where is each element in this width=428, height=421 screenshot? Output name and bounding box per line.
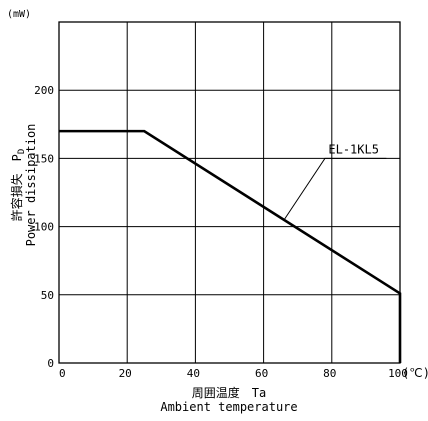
y-axis-label-subscript: D — [17, 149, 27, 154]
x-unit-label: (℃) — [402, 366, 428, 380]
y-tick-label-50: 50 — [41, 289, 54, 302]
y-axis-label-japanese: 許容損失 P — [9, 154, 24, 221]
x-tick-label-40: 40 — [187, 367, 200, 380]
x-tick-label-0: 0 — [59, 367, 66, 380]
x-tick-labels: 0 20 40 60 80 100 — [59, 367, 408, 380]
y-axis-label-english: Power dissipation — [24, 124, 38, 247]
x-tick-label-100: 100 — [388, 367, 408, 380]
y-tick-label-200: 200 — [34, 84, 54, 97]
series-layer: EL-1KL5 — [59, 129, 402, 363]
series-line-0 — [59, 129, 402, 363]
x-tick-label-80: 80 — [323, 367, 336, 380]
plot-frame — [58, 21, 401, 364]
y-tick-labels: 0 50 100 150 200 — [34, 84, 54, 370]
grid-lines — [59, 22, 400, 363]
y-tick-label-0: 0 — [47, 357, 54, 370]
x-axis-label-english: Ambient temperature — [160, 400, 297, 414]
svg-text:許容損失 PD: 許容損失 PD — [9, 149, 27, 222]
y-axis-label: 許容損失 PD — [9, 149, 27, 222]
x-tick-label-20: 20 — [119, 367, 132, 380]
series-callout-label-0: EL-1KL5 — [328, 142, 379, 156]
series-callout-leader-0 — [283, 157, 387, 221]
x-axis-label-japanese: 周囲温度 Ta — [192, 385, 266, 400]
y-tick-label-150: 150 — [34, 152, 54, 165]
y-unit-label: (mW) — [7, 9, 31, 20]
x-tick-label-60: 60 — [255, 367, 268, 380]
y-tick-label-100: 100 — [34, 221, 54, 234]
